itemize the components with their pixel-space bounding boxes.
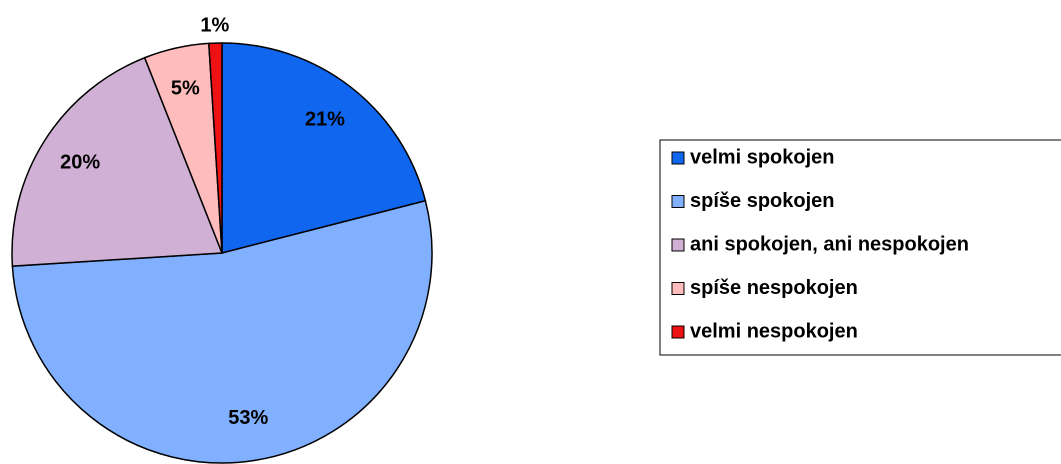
data-label: 21% — [305, 109, 345, 131]
legend-label: velmi nespokojen — [690, 320, 858, 342]
pie-slice — [221, 42, 427, 254]
legend-swatch — [671, 238, 685, 252]
data-label: 1% — [200, 15, 229, 37]
legend-label: velmi spokojen — [690, 146, 835, 168]
legend-swatch — [671, 282, 685, 295]
pie-slice — [11, 199, 433, 464]
data-label: 20% — [60, 151, 100, 173]
legend-frame — [659, 139, 1061, 356]
legend-swatch — [671, 325, 685, 339]
pie-slice — [208, 42, 223, 254]
data-label: 53% — [228, 407, 268, 429]
pie-slice — [11, 56, 224, 267]
legend-label: spíše nespokojen — [690, 277, 858, 299]
data-label: 5% — [171, 77, 200, 99]
legend-swatch — [671, 151, 685, 165]
legend-swatch — [671, 195, 685, 208]
legend-label: spíše spokojen — [690, 190, 835, 212]
legend-label: ani spokojen, ani nespokojen — [690, 233, 969, 255]
